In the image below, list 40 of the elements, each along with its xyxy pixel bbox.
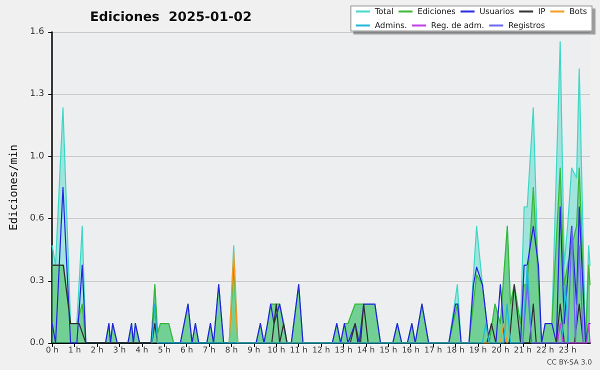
x-tick-label: 17 h [424, 346, 442, 354]
x-tick-label: 8 h [225, 346, 238, 354]
x-tick-label: 0 h [46, 346, 59, 354]
x-tick-label: 11 h [290, 346, 308, 354]
x-tick-label: 20 h [491, 346, 510, 354]
x-tick-label: 6 h [180, 346, 194, 354]
y-tick-label: 1.3 [30, 89, 44, 100]
x-tick-label: 1 h [68, 346, 81, 354]
y-tick-label: 0.6 [30, 214, 44, 224]
legend-label: Reg. de adm. [431, 21, 484, 30]
legend-label: Total [374, 7, 394, 16]
x-tick-label: 14 h [357, 346, 375, 354]
x-tick-label: 4 h [135, 346, 148, 354]
y-tick-label: 1.0 [30, 151, 44, 162]
x-tick-label: 3 h [113, 346, 126, 354]
x-tick-label: 23 h [558, 346, 576, 354]
y-tick-label: 0.3 [30, 276, 44, 286]
legend-label: Usuarios [480, 7, 514, 16]
legend-label: Admins. [374, 21, 408, 30]
x-tick-label: 13 h [334, 346, 352, 354]
x-tick-label: 7 h [202, 346, 216, 354]
x-tick-label: 18 h [446, 346, 464, 354]
legend-label: Ediciones [418, 7, 456, 16]
x-tick-label: 12 h [312, 346, 330, 354]
x-tick-label: 19 h [469, 346, 487, 354]
y-tick-label: 1.6 [30, 27, 44, 37]
x-tick-label: 15 h [379, 346, 398, 354]
y-tick-label: 0.0 [30, 338, 44, 348]
x-tick-label: 9 h [248, 346, 260, 354]
legend-label: Bots [569, 7, 587, 16]
x-tick-label: 16 h [402, 346, 420, 354]
x-tick-label: 2 h [90, 346, 104, 354]
legend-label: Registros [508, 21, 546, 30]
y-axis-title: Ediciones/min [7, 144, 20, 231]
x-tick-label: 5 h [158, 346, 171, 354]
x-tick-label: 10 h [267, 346, 286, 354]
x-tick-label: 22 h [536, 346, 554, 354]
legend-label: IP [538, 7, 546, 16]
chart-title: Ediciones 2025-01-02 [90, 10, 252, 25]
x-tick-label: 21 h [514, 346, 532, 354]
